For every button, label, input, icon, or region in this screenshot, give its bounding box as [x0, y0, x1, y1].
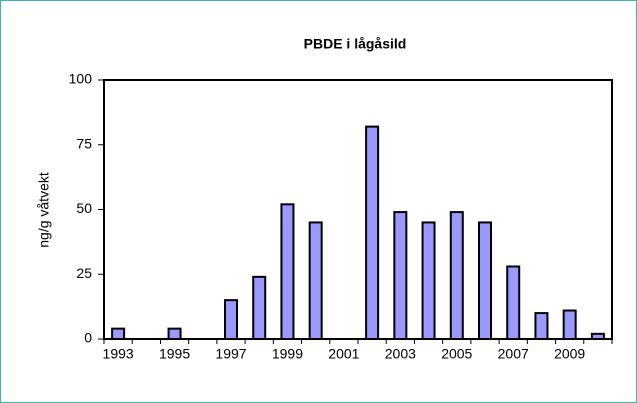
- bar: [167, 327, 182, 341]
- bar: [308, 221, 323, 340]
- plot-area: [103, 79, 613, 340]
- bar: [365, 125, 380, 341]
- y-tick-label: 75: [76, 135, 92, 151]
- x-tick-label: 1999: [272, 346, 303, 362]
- chart-title: PBDE i lågåsild: [304, 36, 407, 52]
- y-tick-label: 0: [84, 330, 92, 346]
- y-tick-label: 50: [76, 200, 92, 216]
- bar: [393, 211, 408, 340]
- x-tick-label: 2007: [498, 346, 529, 362]
- bar: [534, 312, 549, 341]
- bar: [280, 203, 295, 340]
- x-tick-label: 1993: [103, 346, 134, 362]
- bar: [421, 221, 436, 340]
- bar: [506, 265, 521, 341]
- bar: [252, 275, 267, 340]
- bar: [224, 299, 238, 340]
- y-tick-label: 25: [76, 265, 92, 281]
- bar: [111, 327, 126, 341]
- x-tick-label: 2005: [441, 346, 472, 362]
- x-tick-label: 1995: [159, 346, 190, 362]
- x-tick-label: 2009: [554, 346, 585, 362]
- x-tick-label: 2001: [328, 346, 359, 362]
- bar: [590, 332, 605, 341]
- y-tick-label: 100: [69, 71, 93, 87]
- y-axis-label: ng/g våtvekt: [36, 172, 52, 248]
- x-tick-label: 2003: [385, 346, 416, 362]
- bar: [562, 309, 577, 341]
- x-tick-label: 1997: [215, 346, 246, 362]
- bar: [478, 221, 492, 340]
- bar: [449, 211, 464, 340]
